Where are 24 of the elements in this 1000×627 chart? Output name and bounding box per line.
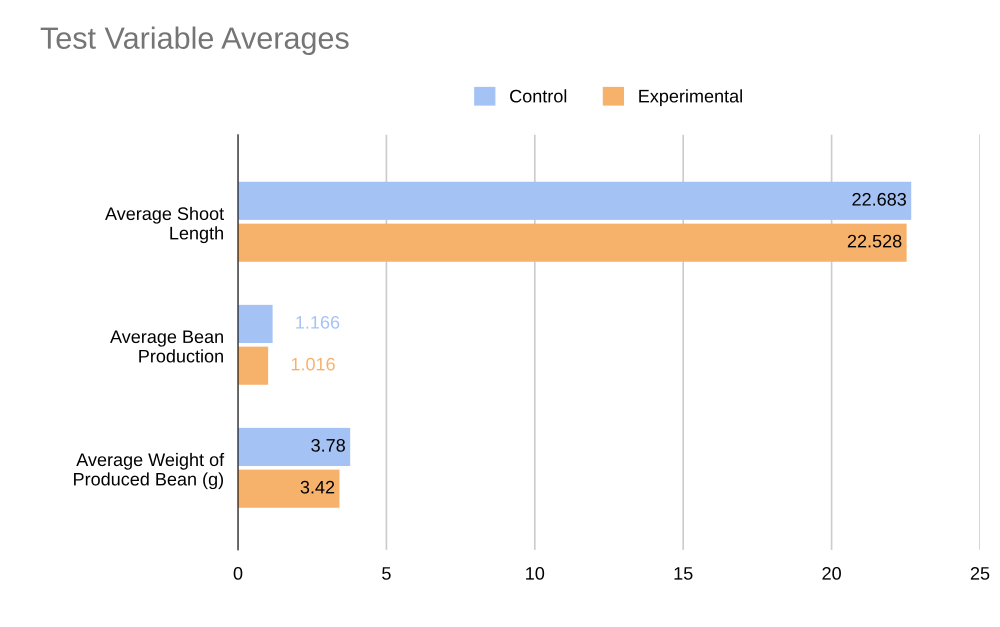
chart-title: Test Variable Averages <box>40 26 349 55</box>
data-label: 3.78 <box>311 438 345 452</box>
y-tick-label: Average Weight of Produced Bean (g) <box>74 452 224 490</box>
bar <box>238 346 268 385</box>
x-tick-label: 15 <box>674 567 692 580</box>
bar <box>238 428 350 466</box>
x-tick-label: 20 <box>822 567 841 580</box>
bar <box>238 470 340 508</box>
data-label: 3.42 <box>300 480 334 494</box>
data-label: 22.528 <box>848 234 902 248</box>
x-tick-label: 0 <box>234 567 242 580</box>
x-tick-label: 25 <box>970 567 990 580</box>
data-label: 22.683 <box>852 192 906 206</box>
legend-label: Experimental <box>639 89 742 106</box>
bar <box>238 182 912 220</box>
y-tick-label: Average Shoot Length <box>105 206 224 244</box>
x-tick-label: 5 <box>382 567 391 580</box>
bar <box>238 224 907 262</box>
bar <box>238 304 273 343</box>
data-label: 1.166 <box>296 316 340 329</box>
legend-label: Control <box>510 89 566 103</box>
y-tick-label: Average Bean Production <box>110 330 223 363</box>
data-label: 1.016 <box>292 358 335 371</box>
x-tick-label: 10 <box>526 567 544 580</box>
